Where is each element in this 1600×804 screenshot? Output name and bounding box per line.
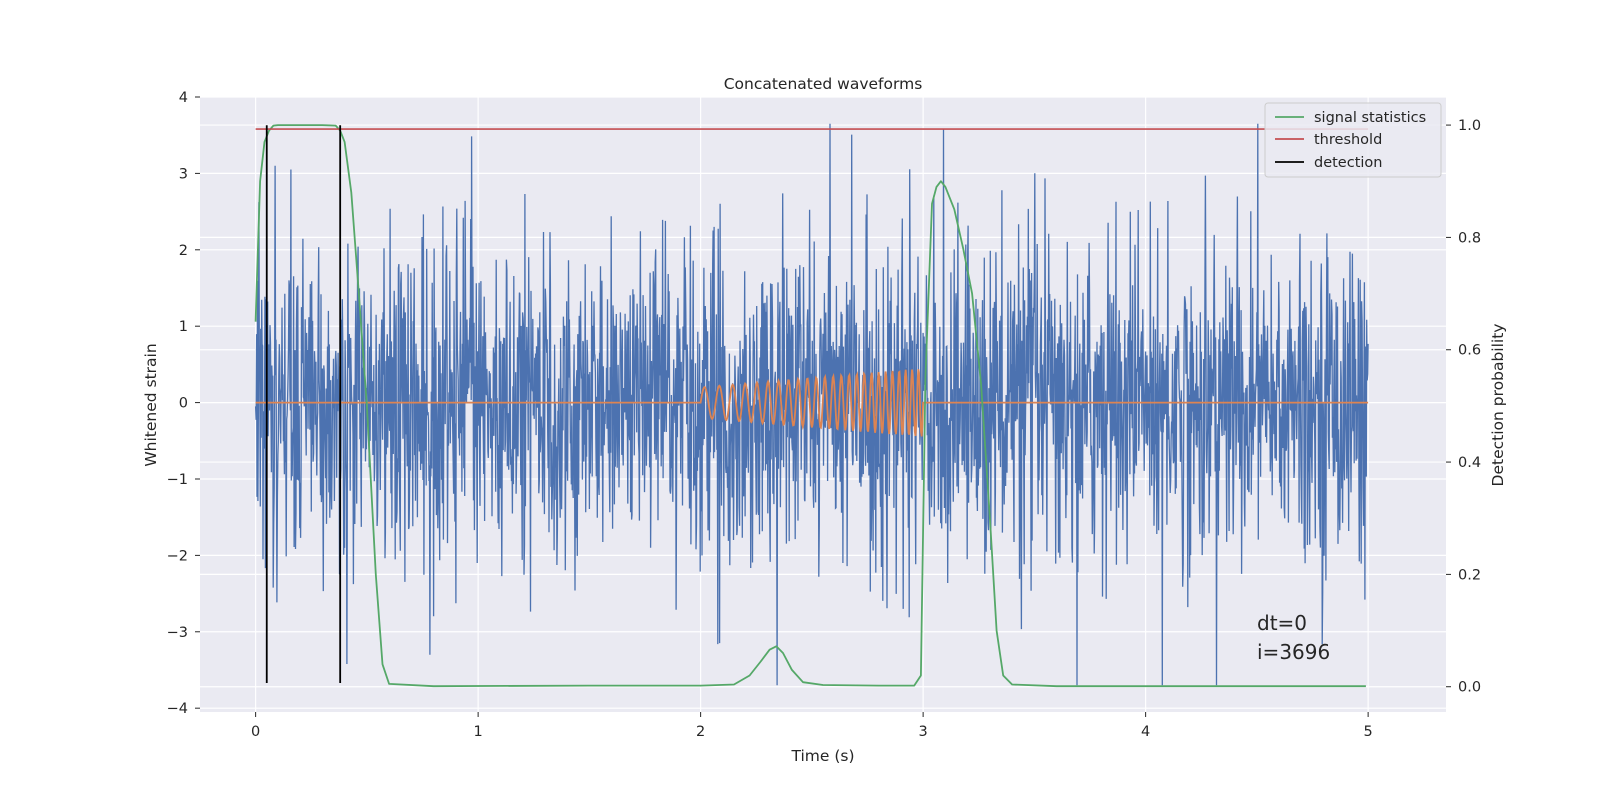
y-axis-label: Whitened strain bbox=[142, 343, 160, 466]
legend: signal statistics threshold detection bbox=[1264, 102, 1442, 178]
series-signal-statistics bbox=[254, 124, 1366, 688]
legend-label-detection: detection bbox=[1314, 155, 1382, 171]
x-tick-label: 5 bbox=[1364, 724, 1373, 740]
y-tick-label: 0 bbox=[179, 396, 188, 412]
y-tick-label: −1 bbox=[167, 472, 188, 488]
y-tick-label: −2 bbox=[167, 548, 188, 564]
y-right-tick-label: 1.0 bbox=[1458, 118, 1481, 134]
y-tick-label: 3 bbox=[179, 166, 188, 182]
x-axis-label: Time (s) bbox=[790, 747, 854, 765]
x-tick-label: 2 bbox=[696, 724, 705, 740]
y-right-tick-label: 0.8 bbox=[1458, 230, 1481, 246]
series-whitened-strain bbox=[254, 123, 1369, 686]
legend-box bbox=[1264, 102, 1442, 178]
series-injected-waveform bbox=[255, 369, 1369, 437]
y-right-tick-label: 0.4 bbox=[1458, 455, 1481, 471]
y-tick-label: 2 bbox=[179, 243, 188, 259]
x-tick-label: 3 bbox=[919, 724, 928, 740]
series-layer bbox=[254, 123, 1369, 688]
y-tick-label: 4 bbox=[179, 90, 188, 106]
ticks-layer: 0 1 2 3 4 5 4 3 2 1 0 −1 −2 −3 −4 1.0 0.8 0.6 0.4 0.2 0.0 bbox=[167, 90, 1481, 740]
legend-label-threshold: threshold bbox=[1314, 132, 1382, 148]
y-tick-label: 1 bbox=[179, 319, 188, 335]
x-tick-label: 1 bbox=[474, 724, 483, 740]
y-right-tick-label: 0.2 bbox=[1458, 567, 1481, 583]
y-right-tick-label: 0.0 bbox=[1458, 680, 1481, 696]
y-axis-label-right: Detection probability bbox=[1489, 324, 1507, 487]
y-tick-label: −3 bbox=[167, 625, 188, 641]
x-tick-label: 0 bbox=[251, 724, 260, 740]
annotation-index: i=3696 bbox=[1257, 640, 1330, 664]
y-tick-label: −4 bbox=[167, 701, 188, 717]
y-right-tick-label: 0.6 bbox=[1458, 343, 1481, 359]
x-tick-label: 4 bbox=[1141, 724, 1150, 740]
chart-title: Concatenated waveforms bbox=[724, 75, 923, 93]
legend-label-signal-statistics: signal statistics bbox=[1314, 110, 1426, 126]
annotation-dt: dt=0 bbox=[1257, 611, 1307, 635]
